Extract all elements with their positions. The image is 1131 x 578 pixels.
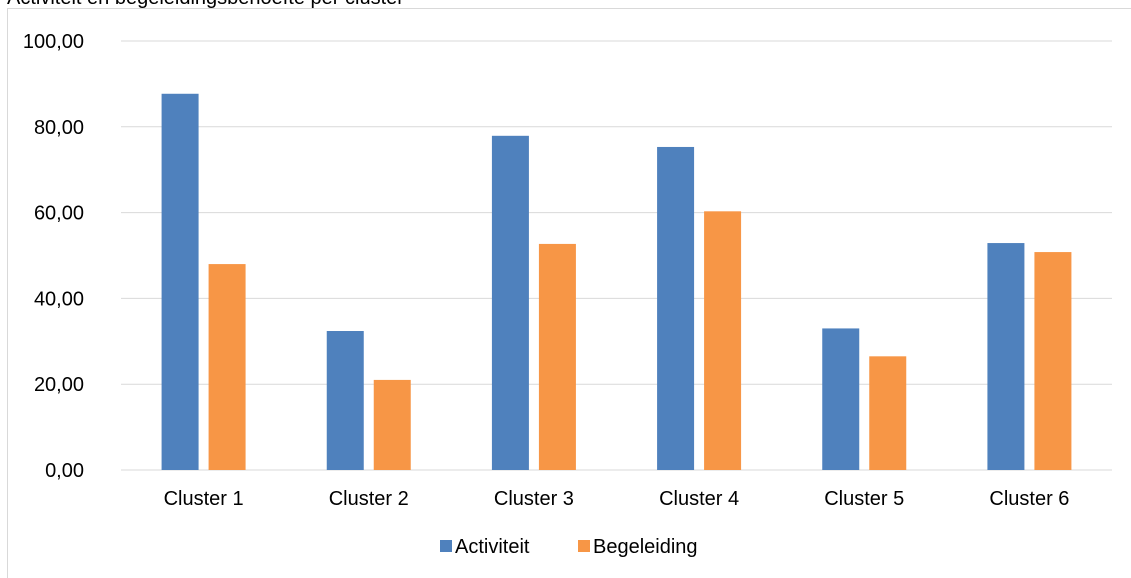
y-tick-label: 100,00 xyxy=(23,31,84,53)
bar-begeleiding-3 xyxy=(538,243,576,470)
y-tick-label: 0,00 xyxy=(45,460,84,482)
chart-top-text: Activiteit en begeleidingsbehoefte per c… xyxy=(7,0,404,8)
bar-activiteit-2 xyxy=(326,331,364,470)
bar-begeleiding-1 xyxy=(208,264,246,470)
x-category-label: Cluster 1 xyxy=(164,488,244,510)
bar-activiteit-1 xyxy=(161,93,199,470)
y-tick-label: 40,00 xyxy=(34,288,84,310)
chart-frame xyxy=(7,8,1131,578)
bar-activiteit-3 xyxy=(491,135,529,470)
bar-activiteit-5 xyxy=(822,328,860,470)
y-axis-ticks: 0,00 20,00 40,00 60,00 80,00 100,00 xyxy=(23,31,84,482)
bar-begeleiding-5 xyxy=(869,356,907,470)
bar-begeleiding-4 xyxy=(704,211,742,471)
x-category-label: Cluster 4 xyxy=(659,488,739,510)
legend-swatch-activiteit xyxy=(440,540,452,552)
legend-label-begeleiding: Begeleiding xyxy=(593,536,698,558)
y-tick-label: 20,00 xyxy=(34,374,84,396)
x-axis-labels: Cluster 1 Cluster 2 Cluster 3 Cluster 4 Clus… xyxy=(164,488,1070,510)
gridlines xyxy=(121,40,1112,471)
bar-begeleiding-2 xyxy=(373,379,411,470)
bar-activiteit-6 xyxy=(987,243,1025,470)
legend-swatch-begeleiding xyxy=(578,540,590,552)
x-category-label: Cluster 3 xyxy=(494,488,574,510)
bars xyxy=(161,93,1072,471)
y-tick-label: 80,00 xyxy=(34,117,84,139)
x-category-label: Cluster 6 xyxy=(989,488,1069,510)
bar-begeleiding-6 xyxy=(1034,252,1072,470)
y-tick-label: 60,00 xyxy=(34,203,84,225)
x-category-label: Cluster 5 xyxy=(824,488,904,510)
legend-label-activiteit: Activiteit xyxy=(455,536,530,558)
legend: Activiteit Begeleiding xyxy=(440,536,698,558)
x-category-label: Cluster 2 xyxy=(329,488,409,510)
bar-activiteit-4 xyxy=(657,146,695,470)
